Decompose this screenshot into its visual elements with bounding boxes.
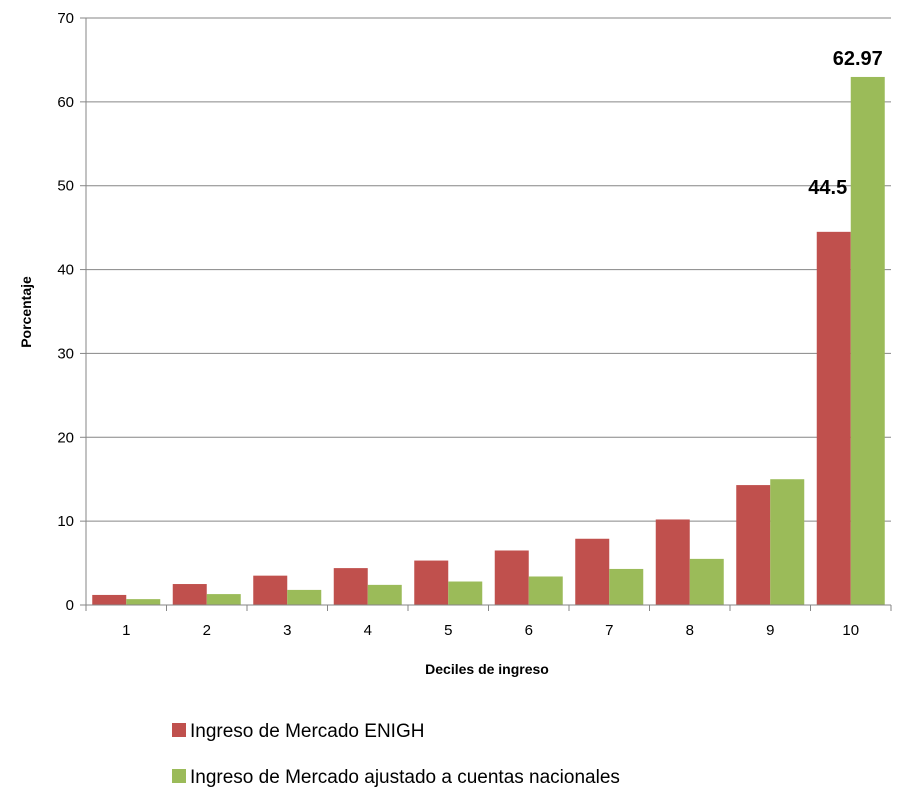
data-label: 44.5 (808, 177, 847, 199)
bar-series-2-decile-5 (448, 581, 483, 605)
bars (92, 76, 885, 606)
y-tick-labels: 0 10 20 30 40 50 60 70 (57, 10, 74, 614)
x-axis-title: Deciles de ingreso (425, 661, 549, 677)
y-tick-label: 20 (57, 429, 74, 446)
bar-series-1-decile-3 (253, 575, 288, 605)
legend: Ingreso de Mercado ENIGH Ingreso de Merca… (172, 721, 620, 788)
bar-series-2-decile-4 (367, 584, 402, 605)
x-tick-label: 4 (364, 622, 372, 639)
y-tick-label: 70 (57, 10, 74, 27)
data-labels: 44.5 62.97 (808, 48, 883, 199)
x-tick-label: 1 (122, 622, 130, 639)
legend-label: Ingreso de Mercado ENIGH (190, 721, 424, 742)
x-tick-label: 6 (525, 622, 533, 639)
y-axis-title: Porcentaje (18, 276, 34, 348)
x-tick-label: 10 (842, 622, 859, 639)
bar-series-1-decile-5 (414, 560, 449, 605)
gridlines (86, 17, 891, 522)
x-tick-label: 2 (203, 622, 211, 639)
x-tick-labels: 1 2 3 4 5 6 7 8 9 10 (122, 622, 859, 639)
x-tick-label: 5 (444, 622, 452, 639)
bar-series-2-decile-7 (609, 568, 644, 605)
bar-series-2-decile-8 (689, 558, 724, 605)
data-label: 62.97 (833, 48, 883, 70)
x-tick-label: 3 (283, 622, 291, 639)
bar-series-1-decile-10 (816, 231, 851, 606)
bar-series-1-decile-6 (494, 550, 529, 605)
legend-label: Ingreso de Mercado ajustado a cuentas na… (190, 767, 620, 788)
bar-series-2-decile-3 (287, 589, 322, 605)
bar-series-1-decile-8 (655, 519, 690, 605)
axes (80, 17, 892, 611)
y-tick-label: 10 (57, 513, 74, 530)
bar-series-1-decile-4 (333, 568, 368, 605)
y-tick-label: 30 (57, 345, 74, 362)
bar-series-2-decile-9 (770, 479, 805, 605)
y-tick-label: 40 (57, 262, 74, 279)
y-tick-label: 0 (66, 597, 74, 614)
bar-series-2-decile-10 (850, 76, 885, 606)
legend-swatch (172, 723, 186, 737)
bar-series-1-decile-9 (736, 485, 771, 605)
y-tick-label: 50 (57, 178, 74, 195)
x-tick-label: 7 (605, 622, 613, 639)
legend-swatch (172, 769, 186, 783)
y-tick-label: 60 (57, 94, 74, 111)
bar-series-1-decile-7 (575, 538, 610, 605)
bar-series-2-decile-1 (126, 599, 161, 605)
bar-series-2-decile-2 (206, 594, 241, 605)
bar-series-1-decile-1 (92, 594, 127, 605)
x-tick-label: 9 (766, 622, 774, 639)
bar-series-1-decile-2 (172, 584, 207, 605)
x-tick-label: 8 (686, 622, 694, 639)
bar-series-2-decile-6 (528, 576, 563, 605)
